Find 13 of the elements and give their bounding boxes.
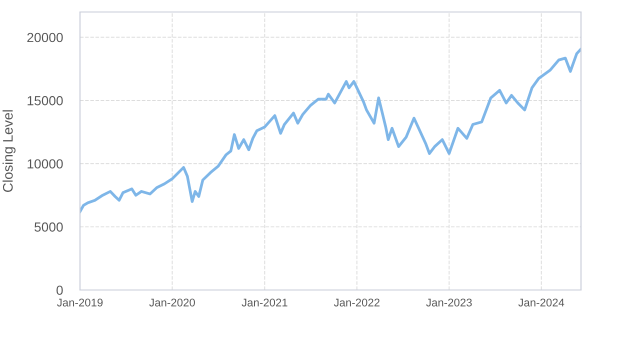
x-tick-label: Jan-2020: [149, 298, 195, 306]
x-tick-label: Jan-2021: [242, 298, 288, 306]
x-tick-label: Jan-2022: [334, 298, 380, 306]
y-axis-title: Closing Level: [2, 110, 16, 192]
y-tick-label: 15000: [28, 96, 63, 106]
y-tick-label: 0: [56, 286, 63, 295]
y-tick-label: 10000: [28, 159, 63, 169]
x-tick-label: Jan-2023: [426, 298, 472, 306]
x-tick-label: Jan-2024: [518, 298, 564, 306]
x-tick-label: Jan-2019: [57, 298, 103, 306]
line-series: [80, 48, 581, 214]
y-tick-label: 5000: [34, 222, 63, 232]
y-tick-label: 20000: [27, 32, 63, 42]
